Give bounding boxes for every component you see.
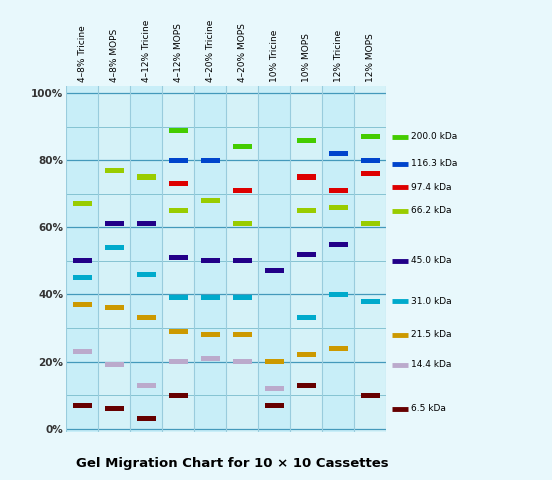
Text: 4–8% MOPS: 4–8% MOPS [110, 28, 119, 82]
Bar [73, 201, 92, 206]
Bar [329, 151, 348, 156]
Bar [322, 86, 354, 432]
Text: 4–20% MOPS: 4–20% MOPS [238, 23, 247, 82]
Bar [137, 416, 156, 421]
Text: 10% MOPS: 10% MOPS [302, 33, 311, 82]
Bar [169, 393, 188, 397]
Bar [201, 158, 220, 163]
Bar [297, 138, 316, 143]
Bar [201, 258, 220, 264]
Text: 4–12% Tricine: 4–12% Tricine [142, 19, 151, 82]
Text: 4–12% MOPS: 4–12% MOPS [174, 23, 183, 82]
Text: 97.4 kDa: 97.4 kDa [411, 182, 452, 192]
Bar [297, 315, 316, 321]
Bar [361, 134, 380, 139]
Bar [169, 329, 188, 334]
Bar [105, 168, 124, 173]
Bar [226, 86, 258, 432]
Bar [233, 221, 252, 227]
Bar [329, 346, 348, 350]
Bar [297, 208, 316, 213]
Text: 6.5 kDa: 6.5 kDa [411, 404, 446, 413]
Bar [169, 181, 188, 186]
Bar [361, 299, 380, 304]
Bar [361, 171, 380, 176]
Bar [265, 386, 284, 391]
Bar [233, 258, 252, 264]
Bar [169, 158, 188, 163]
Bar [329, 188, 348, 193]
Bar [233, 188, 252, 193]
Bar [137, 221, 156, 227]
Bar [66, 86, 98, 432]
Bar [137, 315, 156, 321]
Bar [169, 359, 188, 364]
Bar [130, 86, 162, 432]
Bar [201, 356, 220, 360]
Bar [105, 245, 124, 250]
Bar [201, 295, 220, 300]
Bar [265, 403, 284, 408]
Bar [201, 198, 220, 203]
Bar [361, 221, 380, 227]
Text: 12% Tricine: 12% Tricine [334, 29, 343, 82]
Bar [194, 86, 226, 432]
Bar [137, 383, 156, 387]
Bar [233, 359, 252, 364]
Text: 66.2 kDa: 66.2 kDa [411, 206, 452, 215]
Bar [329, 241, 348, 247]
Bar [73, 403, 92, 408]
Bar [105, 221, 124, 227]
Bar [297, 383, 316, 387]
Bar [105, 362, 124, 367]
Bar [258, 86, 290, 432]
Bar [162, 86, 194, 432]
Bar [290, 86, 322, 432]
Bar [361, 393, 380, 397]
Bar [73, 349, 92, 354]
Bar [105, 406, 124, 411]
Bar [73, 302, 92, 307]
Bar [297, 352, 316, 357]
Bar [233, 332, 252, 337]
Bar [233, 144, 252, 149]
Bar [329, 204, 348, 210]
Text: 200.0 kDa: 200.0 kDa [411, 132, 458, 141]
Bar [137, 272, 156, 277]
Bar [297, 252, 316, 257]
Bar [354, 86, 386, 432]
Text: 10% Tricine: 10% Tricine [270, 29, 279, 82]
Text: 31.0 kDa: 31.0 kDa [411, 297, 452, 306]
Bar [73, 275, 92, 280]
Text: Gel Migration Chart for 10 × 10 Cassettes: Gel Migration Chart for 10 × 10 Cassette… [76, 457, 388, 470]
Bar [105, 305, 124, 311]
Text: 12% MOPS: 12% MOPS [366, 33, 375, 82]
Text: 21.5 kDa: 21.5 kDa [411, 330, 452, 339]
Bar [169, 128, 188, 132]
Text: 116.3 kDa: 116.3 kDa [411, 159, 458, 168]
Bar [329, 292, 348, 297]
Bar [73, 258, 92, 264]
Bar [169, 208, 188, 213]
Bar [265, 359, 284, 364]
Text: 14.4 kDa: 14.4 kDa [411, 360, 452, 370]
Bar [169, 255, 188, 260]
Bar [98, 86, 130, 432]
Bar [233, 295, 252, 300]
Text: 45.0 kDa: 45.0 kDa [411, 256, 452, 265]
Bar [297, 174, 316, 180]
Bar [265, 268, 284, 274]
Bar [169, 295, 188, 300]
Bar [361, 158, 380, 163]
Bar [201, 332, 220, 337]
Text: 4–20% Tricine: 4–20% Tricine [206, 19, 215, 82]
Bar [137, 174, 156, 180]
Text: 4–8% Tricine: 4–8% Tricine [78, 25, 87, 82]
